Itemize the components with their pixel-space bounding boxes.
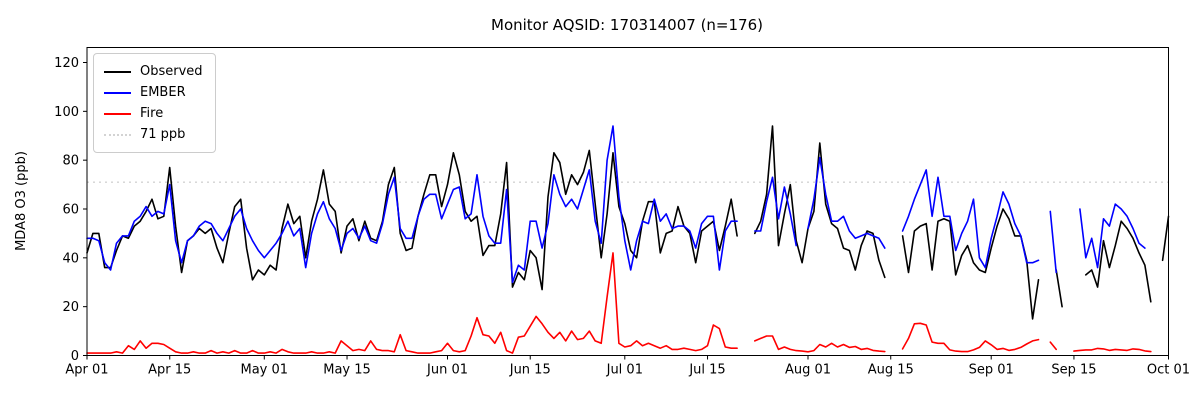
legend-label: Fire xyxy=(140,106,164,121)
fire-line-swatch xyxy=(104,112,131,115)
x-tick-label: Jul 15 xyxy=(688,363,725,378)
y-tick-label: 40 xyxy=(62,251,79,266)
x-tick-label: Sep 01 xyxy=(969,363,1014,378)
x-tick-label: Aug 15 xyxy=(868,363,914,378)
threshold-line-swatch xyxy=(104,133,131,136)
legend-label: 71 ppb xyxy=(140,127,186,142)
x-tick-label: Aug 01 xyxy=(785,363,831,378)
x-tick-label: Jul 01 xyxy=(606,363,643,378)
y-tick-label: 0 xyxy=(71,349,79,364)
legend-label: EMBER xyxy=(140,85,186,100)
y-tick-label: 20 xyxy=(62,300,79,315)
legend-item-threshold: 71 ppb xyxy=(104,124,203,145)
y-axis-label: MDA8 O3 (ppb) xyxy=(14,151,29,251)
observed-line-swatch xyxy=(104,70,131,73)
x-tick-label: Jun 15 xyxy=(509,363,551,378)
legend-label: Observed xyxy=(140,64,203,79)
y-tick-label: 100 xyxy=(54,105,79,120)
axes: 0 20 40 60 80 100 120 Apr 01 Apr 15 May 01 May 15 J… xyxy=(54,47,1190,378)
series-line-fire xyxy=(86,252,1152,354)
legend-item-observed: Observed xyxy=(104,61,203,82)
x-tick-label: Apr 15 xyxy=(148,363,191,378)
plot-border xyxy=(86,47,1169,356)
chart-title: Monitor AQSID: 170314007 (n=176) xyxy=(491,16,763,34)
series-line-observed xyxy=(86,125,1170,320)
ember-line-swatch xyxy=(104,91,131,94)
y-tick-label: 80 xyxy=(62,154,79,169)
legend: Observed EMBER Fire 71 ppb xyxy=(93,53,216,153)
x-tick-label: May 15 xyxy=(323,363,371,378)
x-tick-label: Jun 01 xyxy=(426,363,468,378)
legend-item-fire: Fire xyxy=(104,103,203,124)
y-tick-label: 60 xyxy=(62,203,79,218)
x-tick-label: Apr 01 xyxy=(65,363,108,378)
plot-area xyxy=(86,125,1170,354)
series-line-ember xyxy=(86,125,1146,284)
x-tick-label: May 01 xyxy=(241,363,289,378)
legend-item-ember: EMBER xyxy=(104,82,203,103)
x-tick-label: Sep 15 xyxy=(1051,363,1096,378)
y-tick-label: 120 xyxy=(54,56,79,71)
x-tick-label: Oct 01 xyxy=(1147,363,1190,378)
